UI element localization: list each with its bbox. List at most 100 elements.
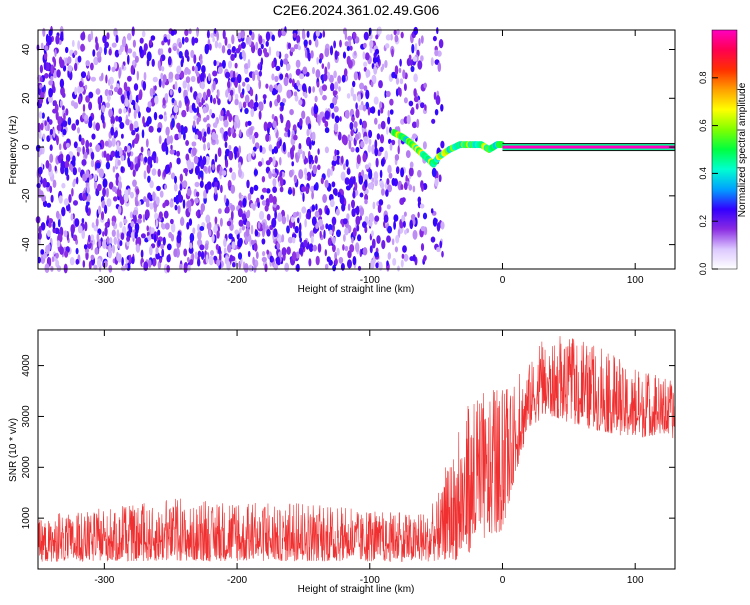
spectrogram-cell [211,234,215,243]
spectrogram-cell [365,69,371,78]
spectrogram-cell [355,205,360,216]
spectrogram-cell [439,240,443,249]
spectrogram-cell [387,110,390,117]
spectrogram-cell [90,30,94,41]
spectrogram-cell [321,63,325,69]
spectrogram-cell [234,62,238,69]
spectrogram-cell [190,49,195,59]
spectrogram-cell [137,158,141,168]
spectrogram-cell [192,227,196,235]
spectrogram-cell [90,254,95,260]
spectrogram-cell [84,221,88,232]
spectrogram-cell [105,74,108,84]
spectrogram-cell [287,128,291,138]
spectrogram-cell [64,250,69,258]
spectrogram-cell [410,59,413,67]
spectrogram-cell [393,214,399,222]
spectrogram-cell [221,170,227,176]
spectrogram-cell [320,177,324,185]
spectrogram-cell [85,204,89,214]
spectrogram-cell [191,36,195,46]
spectrogram-cell [45,160,50,169]
spectrogram-cell [90,234,95,241]
spectrogram-cell [241,49,246,59]
spectrogram-cell [362,247,368,256]
spectrogram-cell [283,58,288,65]
spectrogram-cell [127,156,130,166]
spectrogram-cell [63,198,69,206]
spectrogram-cell [44,73,49,79]
spectrogram-cell [261,238,266,245]
spectrogram-cell [312,86,315,93]
spectrogram-cell [322,94,327,101]
spectrogram-cell [421,184,424,192]
spectrogram-cell [106,198,112,207]
spectrogram-cell [381,239,386,250]
spectrogram-cell [140,146,144,153]
spectrogram-cell [168,71,174,80]
spectrogram-cell [156,185,161,192]
spectrogram-cell [295,152,298,160]
spectrogram-cell [296,80,300,87]
spectrogram-cell [172,45,177,52]
spectrogram-cell [216,164,220,172]
chart-title: C2E6.2024.361.02.49.G06 [273,2,440,18]
spectrogram-cell [185,76,191,84]
spectrogram-cell [267,121,273,129]
spectrogram-cell [329,102,335,109]
spectrogram-cell [245,121,248,128]
spectrogram-cell [362,51,366,60]
spectrogram-cell [311,204,316,212]
spectrogram-cell [228,233,233,240]
spectrogram-cell [130,191,134,199]
spectrogram-cell [176,150,181,157]
spectrogram-cell [102,34,107,44]
spectrogram-cell [263,98,267,105]
spectrogram-cell [387,164,392,174]
spectrogram-cell [345,159,349,168]
spectrogram-cell [311,191,314,200]
spectrogram-cell [348,178,354,188]
spectrogram-cell [373,96,379,105]
spectrogram-cell [278,251,282,258]
spectrogram-cell [386,235,391,243]
spectrogram-cell [98,239,101,249]
spectrogram-cell [51,256,55,263]
spectrogram-cell [344,109,350,119]
spectrogram-cell [279,171,283,178]
spectrogram-cell [44,120,47,127]
spectrogram-cell [40,222,46,231]
spectrogram-cell [94,173,98,182]
spectrogram-cell [77,95,82,105]
spectrogram-cell [39,147,43,155]
spectrogram-cell [180,124,185,135]
spectrogram-cell [377,26,382,35]
spectrogram-cell [253,131,259,139]
spectrogram-cell [98,101,102,111]
spectrogram-cell [149,180,154,189]
spectrogram-cell [249,186,254,195]
spectrogram-cell [355,242,360,253]
spectrogram-cell [363,174,369,182]
spectrogram-cell [111,220,116,227]
spectrogram-cell [85,60,90,67]
spectrogram-cell [203,165,207,172]
spectrogram-cell [327,61,331,70]
spectrogram-cell [365,89,370,100]
spectrogram-cell [340,171,346,181]
spectrogram-cell [200,250,205,260]
spectrogram-cell [76,176,79,185]
spectrogram-cell [55,210,60,219]
spectrogram-cell [56,135,59,146]
spectrogram-cell [119,221,123,228]
spectrogram-cell [42,133,46,140]
spectrogram-cell [259,145,263,153]
spectrogram-cell [189,242,193,249]
spectrogram-cell [118,116,123,123]
spectrogram-cell [179,173,183,182]
spectrogram-cell [245,227,250,237]
spectrogram-cell [157,229,161,236]
spectrogram-cell [344,227,349,236]
spectrogram-cell [281,247,287,257]
spectrogram-cell [334,50,338,60]
